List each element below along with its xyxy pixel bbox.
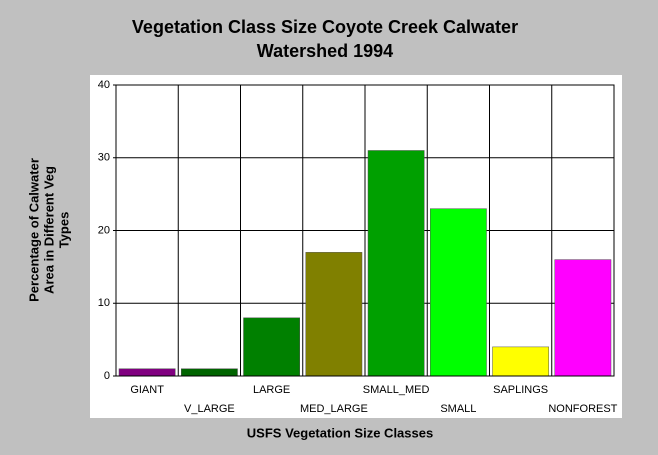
y-tick-label: 30: [98, 152, 110, 164]
x-tick-label: SMALL_MED: [363, 384, 430, 396]
chart-title: Watershed 1994: [257, 41, 393, 61]
x-tick-label: LARGE: [253, 384, 290, 396]
y-axis-label-line: Types: [56, 212, 71, 249]
y-axis-label-line: Percentage of Calwater: [26, 158, 41, 302]
bar: [492, 346, 549, 377]
y-axis-label-line: Area in Different Veg: [41, 166, 56, 294]
x-tick-label: V_LARGE: [184, 403, 235, 415]
x-axis-label: USFS Vegetation Size Classes: [247, 425, 433, 440]
chart-title: Vegetation Class Size Coyote Creek Calwa…: [132, 17, 518, 37]
x-tick-label: SAPLINGS: [493, 384, 548, 396]
bar: [243, 317, 300, 377]
y-tick-label: 40: [98, 79, 110, 91]
x-tick-label: NONFOREST: [548, 403, 617, 415]
bar: [118, 368, 176, 377]
y-tick-label: 10: [98, 297, 110, 309]
plot-frame: [115, 84, 615, 377]
x-tick-label: MED_LARGE: [300, 403, 368, 415]
y-axis-label: Percentage of Calwater Area in Different…: [26, 158, 71, 302]
bar: [367, 150, 425, 377]
y-tick-label: 0: [104, 370, 110, 382]
x-tick-label: SMALL: [440, 403, 476, 415]
bar: [430, 208, 487, 377]
y-tick-label: 20: [98, 224, 110, 236]
x-tick-label: GIANT: [130, 384, 164, 396]
bar: [181, 368, 238, 377]
bar: [305, 252, 363, 377]
bar: [554, 259, 612, 377]
